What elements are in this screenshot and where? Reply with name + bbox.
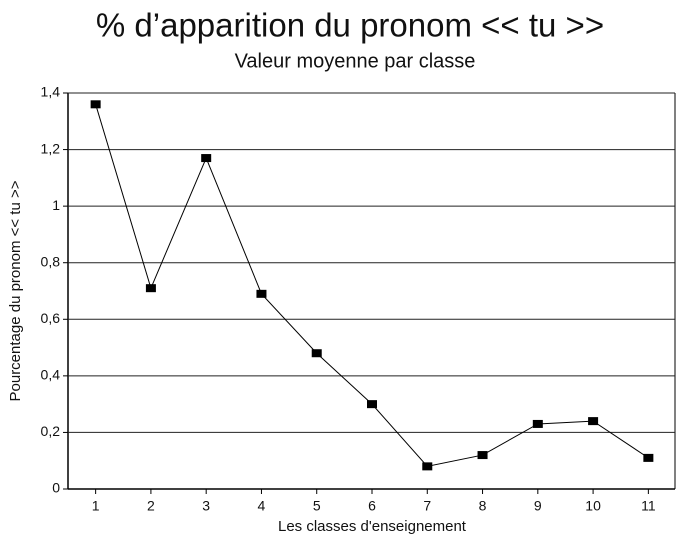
data-point — [422, 462, 433, 471]
y-tick-label: 1,2 — [41, 140, 61, 156]
x-tick-label: 7 — [423, 498, 431, 514]
y-tick-label: 0,2 — [41, 423, 61, 439]
data-point — [256, 289, 267, 298]
data-point — [588, 417, 599, 426]
chart-subtitle: Valeur moyenne par classe — [235, 50, 476, 72]
y-axis-label: Pourcentage du pronom << tu >> — [7, 180, 24, 401]
y-tick-label: 0,6 — [41, 310, 61, 326]
y-tick-label: 0,8 — [41, 253, 61, 269]
x-tick-label: 2 — [147, 498, 155, 514]
y-tick-label: 0 — [52, 480, 60, 496]
y-tick-label: 1 — [52, 197, 60, 213]
data-point — [532, 419, 543, 428]
x-tick-label: 4 — [258, 498, 266, 514]
x-tick-label: 3 — [202, 498, 210, 514]
data-line — [95, 104, 649, 467]
x-tick-label: 6 — [368, 498, 376, 514]
data-point — [90, 100, 101, 109]
x-tick-label: 10 — [585, 498, 601, 514]
data-point — [643, 453, 654, 462]
chart-title: % d’apparition du pronom << tu >> — [96, 7, 604, 44]
x-axis-label: Les classes d'enseignement — [278, 518, 467, 535]
x-tick-label: 1 — [92, 498, 100, 514]
y-tick-label: 1,4 — [41, 84, 61, 100]
y-tick-label: 0,4 — [41, 367, 61, 383]
data-point — [201, 154, 212, 163]
x-tick-label: 9 — [534, 498, 542, 514]
data-point — [477, 451, 488, 460]
data-point — [145, 284, 156, 293]
data-point — [367, 400, 377, 409]
x-tick-label: 8 — [479, 498, 487, 514]
x-tick-label: 5 — [313, 498, 321, 514]
data-point — [311, 349, 322, 358]
x-tick-label: 11 — [641, 498, 656, 514]
